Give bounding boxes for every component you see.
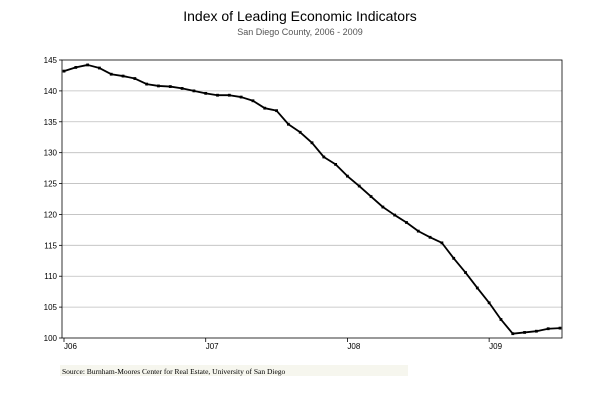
data-point (523, 331, 526, 334)
data-point (121, 74, 125, 78)
data-point (534, 329, 538, 333)
data-point (286, 122, 290, 126)
data-point (334, 163, 338, 166)
data-point (475, 286, 479, 290)
data-point (452, 256, 456, 260)
y-tick-label: 140 (44, 87, 58, 96)
y-tick-label: 125 (44, 180, 58, 189)
data-point (558, 326, 562, 330)
series-polyline (63, 64, 561, 335)
data-point (180, 87, 184, 90)
data-point (216, 93, 219, 97)
data-point (428, 235, 432, 239)
data-point (192, 89, 196, 93)
x-tick-label: J09 (489, 342, 502, 351)
data-point (263, 106, 267, 110)
grid-lines (62, 90, 562, 308)
y-tick-label: 100 (44, 334, 58, 343)
data-point (298, 130, 302, 134)
data-point (109, 72, 113, 76)
data-point (499, 318, 503, 321)
data-point (416, 229, 420, 233)
data-point (322, 155, 326, 159)
data-point (310, 141, 314, 145)
x-tick-label: J07 (206, 342, 219, 351)
data-point (145, 82, 149, 86)
x-tick-label: J06 (64, 342, 77, 351)
data-point (487, 301, 491, 305)
data-point (74, 66, 78, 69)
chart-subtitle: San Diego County, 2006 - 2009 (237, 27, 362, 37)
source-band (60, 365, 408, 376)
data-point (440, 241, 444, 245)
data-point (381, 205, 385, 209)
y-axis: 100 105 110 115 120 125 130 135 140 145 (44, 56, 62, 343)
data-point (369, 195, 373, 198)
series-line (62, 63, 562, 336)
y-tick-label: 135 (44, 118, 58, 127)
y-tick-label: 105 (44, 303, 58, 312)
data-point (357, 184, 361, 188)
plot-frame (61, 59, 563, 339)
data-point (133, 77, 137, 80)
data-point (405, 221, 408, 224)
data-point (227, 93, 231, 97)
data-point (393, 213, 397, 217)
data-point (98, 66, 101, 70)
data-point (62, 69, 66, 73)
y-tick-label: 110 (44, 272, 57, 281)
data-point (157, 84, 160, 88)
data-point (86, 63, 90, 67)
y-tick-label: 130 (44, 149, 58, 158)
y-tick-label: 145 (44, 56, 58, 65)
data-point (168, 85, 172, 88)
y-tick-label: 115 (44, 241, 57, 250)
data-point (251, 99, 255, 103)
data-point (204, 91, 208, 95)
x-axis: J06 J07 J08 J09 (63, 338, 503, 351)
source-note: Source: Burnham-Moores Center for Real E… (62, 367, 286, 376)
chart-title: Index of Leading Economic Indicators (183, 8, 416, 24)
data-point (346, 174, 349, 178)
x-tick-label: J08 (347, 342, 360, 351)
y-tick-label: 120 (44, 210, 58, 219)
data-point (464, 271, 467, 274)
data-point (546, 327, 550, 331)
data-point (239, 95, 243, 99)
data-point (511, 332, 515, 336)
data-point (275, 109, 278, 113)
